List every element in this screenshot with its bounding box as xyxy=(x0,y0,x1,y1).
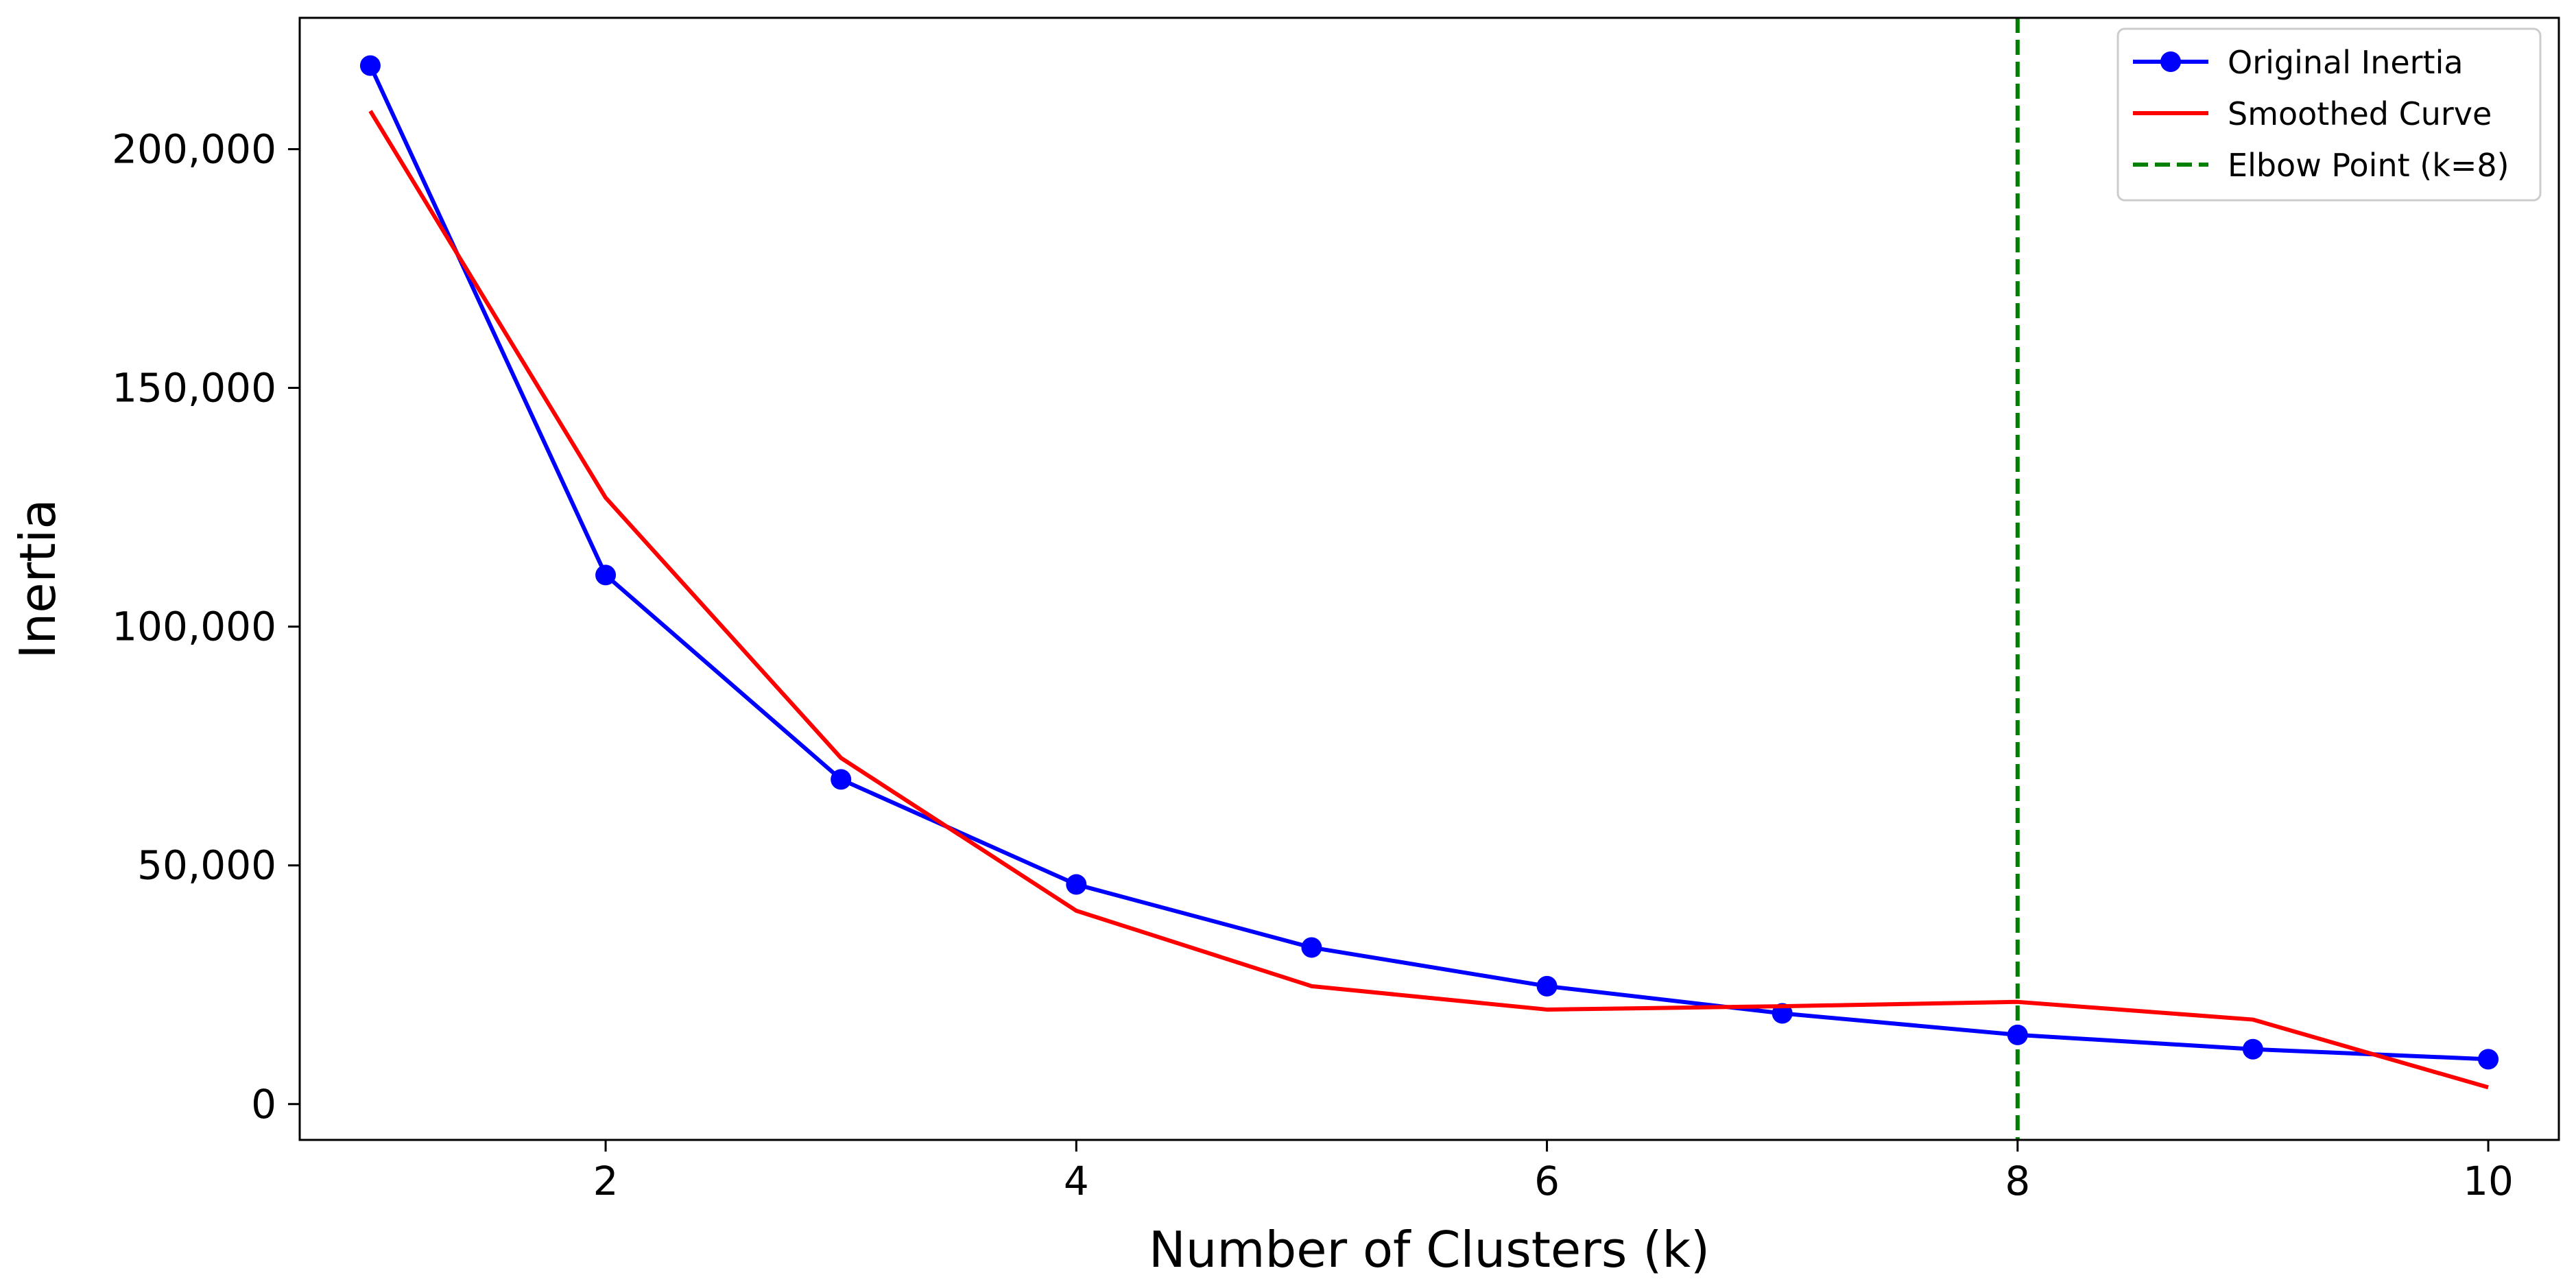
x-axis-label: Number of Clusters (k) xyxy=(1149,1221,1710,1278)
legend-label-elbow-point-k-8-: Elbow Point (k=8) xyxy=(2228,147,2509,184)
original-inertia-point xyxy=(831,769,852,790)
original-inertia-point xyxy=(359,55,381,76)
legend-marker-original-inertia xyxy=(2160,51,2181,72)
y-tick-label: 50,000 xyxy=(137,842,276,889)
x-tick-label: 8 xyxy=(2005,1158,2030,1204)
original-inertia-point xyxy=(1536,975,1558,997)
original-inertia-point xyxy=(2478,1049,2499,1070)
original-inertia-point xyxy=(595,564,617,586)
legend-box xyxy=(2116,27,2542,202)
y-axis-label: Inertia xyxy=(9,499,67,658)
legend-label-original-inertia: Original Inertia xyxy=(2228,44,2464,81)
plot-frame xyxy=(298,16,2560,1141)
original-inertia-line xyxy=(368,64,2489,1062)
original-inertia-point xyxy=(2007,1024,2028,1045)
y-tick-label: 100,000 xyxy=(112,604,276,650)
x-tick-label: 4 xyxy=(1064,1158,1089,1204)
original-inertia-point xyxy=(2242,1038,2263,1060)
x-tick-label: 2 xyxy=(593,1158,619,1204)
x-tick-label: 10 xyxy=(2463,1158,2514,1204)
original-inertia-point xyxy=(1301,937,1322,958)
legend-label-smoothed-curve: Smoothed Curve xyxy=(2228,95,2492,132)
x-tick-label: 6 xyxy=(1534,1158,1560,1204)
smoothed-curve-line xyxy=(368,110,2489,1090)
y-tick-label: 0 xyxy=(251,1081,276,1128)
legend: Original Inertia Smoothed Curve Elbow Poin… xyxy=(2116,27,2542,202)
axes: 2 4 6 8 10 0 50,000 100,000 150,000 200,000 xyxy=(112,16,2560,1204)
plot-area xyxy=(359,18,2499,1140)
original-inertia-point xyxy=(1066,874,1087,895)
y-tick-label: 200,000 xyxy=(112,126,276,172)
y-tick-label: 150,000 xyxy=(112,365,276,412)
